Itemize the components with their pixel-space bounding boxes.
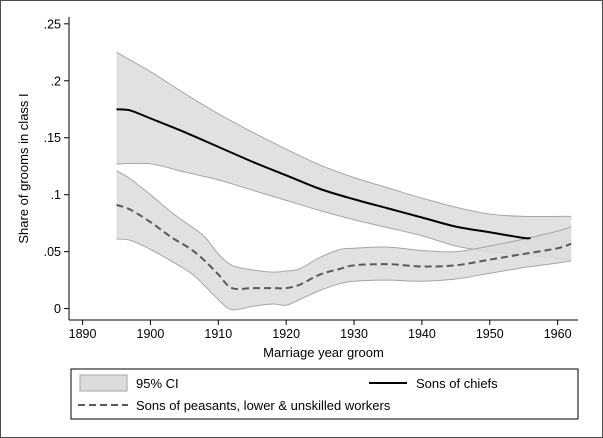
confidence-bands bbox=[116, 51, 572, 311]
x-tick-label: 1940 bbox=[408, 327, 436, 341]
x-tick-label: 1910 bbox=[204, 327, 232, 341]
ci-upper-edge-1 bbox=[116, 170, 572, 273]
ci-band-1 bbox=[116, 170, 572, 310]
axes bbox=[68, 17, 578, 321]
legend: 95% CI Sons of chiefs Sons of peasants, … bbox=[70, 368, 579, 420]
legend-label-peasants: Sons of peasants, lower & unskilled work… bbox=[136, 398, 391, 413]
y-tick-label: .2 bbox=[51, 74, 61, 88]
ci-lower-edge-1 bbox=[116, 238, 572, 311]
x-axis-title: Marriage year groom bbox=[263, 345, 384, 360]
y-axis-title: Share of grooms in class I bbox=[16, 93, 31, 243]
legend-ci-swatch bbox=[79, 374, 128, 392]
x-tick-label: 1960 bbox=[544, 327, 572, 341]
series-lines bbox=[116, 108, 572, 291]
ci-upper-edge-0 bbox=[116, 51, 572, 218]
legend-box bbox=[70, 368, 579, 420]
series-line-peasants bbox=[116, 203, 572, 291]
x-tick-label: 1930 bbox=[340, 327, 368, 341]
legend-label-chiefs: Sons of chiefs bbox=[416, 376, 498, 391]
legend-label-ci: 95% CI bbox=[136, 376, 179, 391]
series-line-chiefs bbox=[116, 108, 531, 240]
x-tick-label: 1890 bbox=[69, 327, 97, 341]
x-axis-ticks: 1890 1900 1910 1920 1930 1940 1950 1960 bbox=[69, 320, 572, 341]
x-tick-label: 1950 bbox=[476, 327, 504, 341]
x-tick-label: 1900 bbox=[137, 327, 165, 341]
y-tick-label: .1 bbox=[51, 188, 61, 202]
y-tick-label: .15 bbox=[44, 131, 61, 145]
y-tick-label: .05 bbox=[44, 245, 61, 259]
y-axis-ticks: 0 .05 .1 .15 .2 .25 bbox=[44, 17, 69, 316]
y-tick-label: .25 bbox=[44, 17, 61, 31]
x-tick-label: 1920 bbox=[272, 327, 300, 341]
y-tick-label: 0 bbox=[54, 302, 61, 316]
